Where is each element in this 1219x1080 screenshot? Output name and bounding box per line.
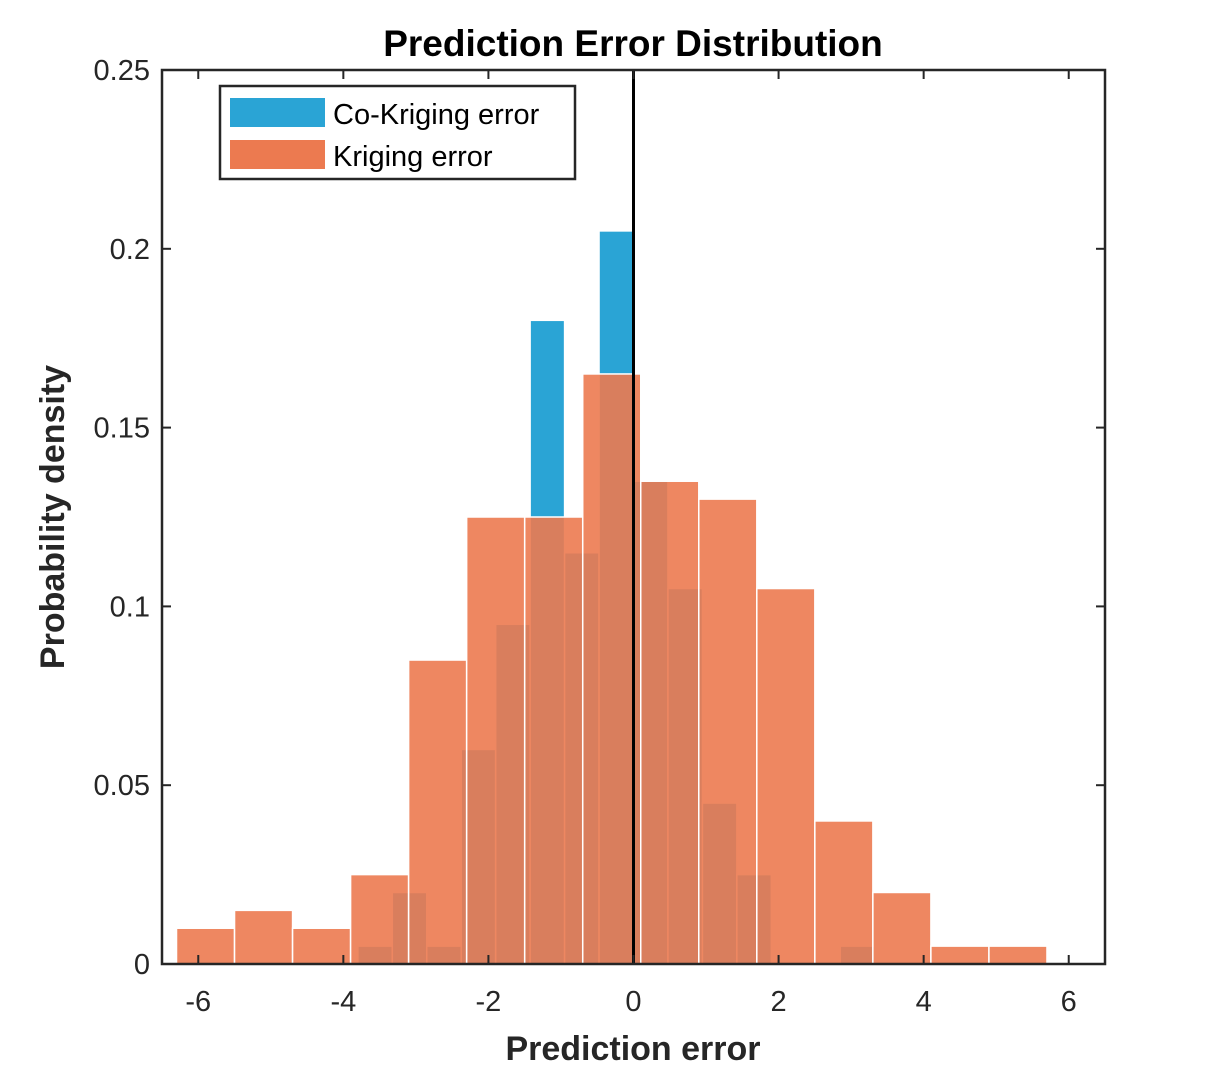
x-axis-title: Prediction error	[505, 1030, 760, 1068]
legend-swatch-co-kriging	[230, 98, 325, 127]
legend: Co-Kriging error Kriging error	[218, 84, 577, 181]
kriging-bar-12	[872, 891, 932, 965]
x-axis: -6 -4 -2 0 2 4 6	[185, 70, 1077, 1018]
kriging-bar-6	[523, 516, 584, 965]
x-tick-label: -4	[330, 986, 356, 1018]
kriging-bar-1	[233, 909, 294, 965]
kriging-bar-7	[581, 373, 642, 965]
x-tick-label: 2	[771, 986, 787, 1018]
legend-swatch-kriging	[230, 140, 325, 169]
y-tick-label: 0.05	[94, 770, 150, 802]
kriging-bar-5	[465, 516, 526, 965]
x-tick-label: -2	[476, 986, 502, 1018]
y-tick-label: 0.2	[110, 234, 150, 266]
y-tick-label: 0.25	[94, 55, 150, 87]
kriging-bar-2	[291, 927, 352, 965]
legend-label-co-kriging: Co-Kriging error	[333, 99, 540, 131]
kriging-bar-8	[640, 480, 700, 965]
chart-title: Prediction Error Distribution	[383, 23, 883, 64]
kriging-bars	[175, 373, 1048, 965]
x-tick-label: -6	[185, 986, 211, 1018]
kriging-bar-3	[349, 873, 410, 965]
y-axis-title: Probability density	[34, 365, 72, 669]
kriging-bar-0	[175, 927, 236, 965]
x-tick-label: 6	[1061, 986, 1077, 1018]
kriging-bar-14	[988, 945, 1048, 965]
kriging-bar-4	[407, 659, 468, 965]
legend-label-kriging: Kriging error	[333, 141, 493, 173]
y-axis: 0 0.05 0.1 0.15 0.2 0.25	[94, 55, 1105, 981]
y-tick-label: 0	[134, 949, 150, 981]
y-tick-label: 0.15	[94, 413, 150, 445]
kriging-bar-10	[756, 587, 816, 965]
kriging-bar-9	[698, 498, 758, 965]
x-tick-label: 0	[625, 986, 641, 1018]
x-tick-label: 4	[916, 986, 932, 1018]
kriging-bar-13	[930, 945, 990, 965]
kriging-bar-11	[814, 820, 874, 965]
y-tick-label: 0.1	[110, 591, 150, 623]
